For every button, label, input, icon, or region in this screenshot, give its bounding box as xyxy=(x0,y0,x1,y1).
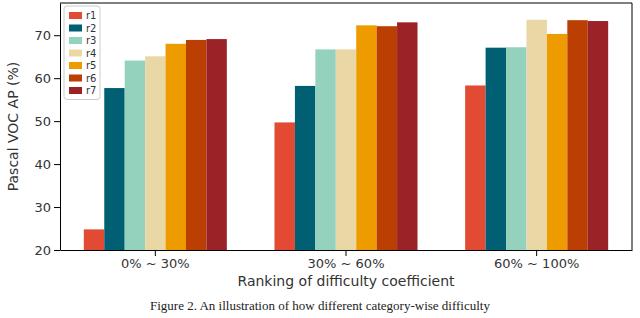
legend-label: r3 xyxy=(86,35,96,46)
x-axis: 0% ~ 30% 30% ~ 60% 60% ~ 100% xyxy=(61,250,633,271)
y-tick-label: 20 xyxy=(34,243,51,258)
y-tick: 70 xyxy=(34,28,60,43)
y-tick: 30 xyxy=(34,200,60,215)
legend-swatch xyxy=(69,25,82,32)
y-tick: 40 xyxy=(34,157,60,172)
x-tick-label: 0% ~ 30% xyxy=(121,256,190,271)
bar xyxy=(397,22,417,250)
chart: 20 30 40 50 60 70 0% ~ 30% 30% ~ 60% 60% ~ 100% r… xyxy=(0,0,640,318)
y-tick-mark xyxy=(54,207,60,208)
legend-swatch xyxy=(69,87,82,94)
y-axis: 20 30 40 50 60 70 xyxy=(34,4,60,258)
plot-area: 20 30 40 50 60 70 0% ~ 30% 30% ~ 60% 60% ~ 100% r… xyxy=(34,3,632,271)
legend-item: r7 xyxy=(69,85,96,96)
legend-item: r1 xyxy=(69,10,96,21)
legend-label: r7 xyxy=(86,85,96,96)
legend-label: r2 xyxy=(86,23,96,34)
legend-item: r4 xyxy=(69,48,96,59)
bar xyxy=(465,85,485,250)
bar xyxy=(84,229,104,250)
bar xyxy=(315,49,335,250)
legend-item: r6 xyxy=(69,73,96,84)
legend-label: r6 xyxy=(86,73,96,84)
bar xyxy=(567,20,587,250)
bar xyxy=(526,20,546,250)
bar xyxy=(145,56,165,250)
y-tick: 20 xyxy=(34,243,60,258)
x-tick-mark xyxy=(536,250,537,256)
bar xyxy=(377,26,397,250)
y-tick-label: 30 xyxy=(34,200,51,215)
y-tick-mark xyxy=(54,35,60,36)
legend-label: r5 xyxy=(86,60,96,71)
legend: r1 r2r3 r4r5 r6r7 xyxy=(64,6,100,100)
legend-item: r3 xyxy=(69,35,96,46)
bar xyxy=(166,44,186,250)
y-tick-mark xyxy=(54,78,60,79)
frame-right xyxy=(632,3,633,250)
x-tick: 30% ~ 60% xyxy=(308,250,385,271)
legend-swatch xyxy=(69,75,82,82)
y-tick-label: 40 xyxy=(34,157,51,172)
y-tick: 50 xyxy=(34,114,60,129)
bar xyxy=(356,25,376,250)
x-tick-mark xyxy=(346,250,347,256)
x-tick: 0% ~ 30% xyxy=(121,250,190,271)
bar xyxy=(295,86,315,250)
y-tick-mark xyxy=(54,250,60,251)
legend-swatch xyxy=(69,37,82,44)
bars xyxy=(84,20,608,250)
bar xyxy=(336,49,356,250)
y-tick-mark xyxy=(54,121,60,122)
x-tick: 60% ~ 100% xyxy=(494,250,579,271)
y-tick-label: 50 xyxy=(34,114,51,129)
legend-label: r1 xyxy=(86,10,96,21)
bar xyxy=(506,47,526,250)
x-tick-label: 30% ~ 60% xyxy=(308,256,385,271)
frame-top xyxy=(60,3,632,4)
legend-swatch xyxy=(69,12,82,19)
x-tick-mark xyxy=(155,250,156,256)
legend-box xyxy=(64,6,100,100)
y-tick-mark xyxy=(54,164,60,165)
legend-item: r2 xyxy=(69,23,96,34)
x-axis-title: Ranking of difficulty coefficient xyxy=(238,273,456,289)
y-tick: 60 xyxy=(34,71,60,86)
caption: Figure 2. An illustration of how differe… xyxy=(150,298,490,313)
bar xyxy=(588,21,608,250)
bar xyxy=(125,61,145,250)
legend-swatch xyxy=(69,50,82,57)
bar xyxy=(104,88,124,250)
bar xyxy=(275,122,295,250)
y-axis-line xyxy=(60,4,61,251)
legend-item: r5 xyxy=(69,60,96,71)
y-tick-label: 60 xyxy=(34,71,51,86)
legend-swatch xyxy=(69,62,82,69)
y-axis-title: Pascal VOC AP (%) xyxy=(5,62,21,192)
bar xyxy=(547,34,567,250)
bar xyxy=(186,40,206,250)
y-tick-label: 70 xyxy=(34,28,51,43)
bar xyxy=(486,48,506,250)
bar xyxy=(206,39,226,250)
legend-label: r4 xyxy=(86,48,96,59)
x-tick-label: 60% ~ 100% xyxy=(494,256,579,271)
